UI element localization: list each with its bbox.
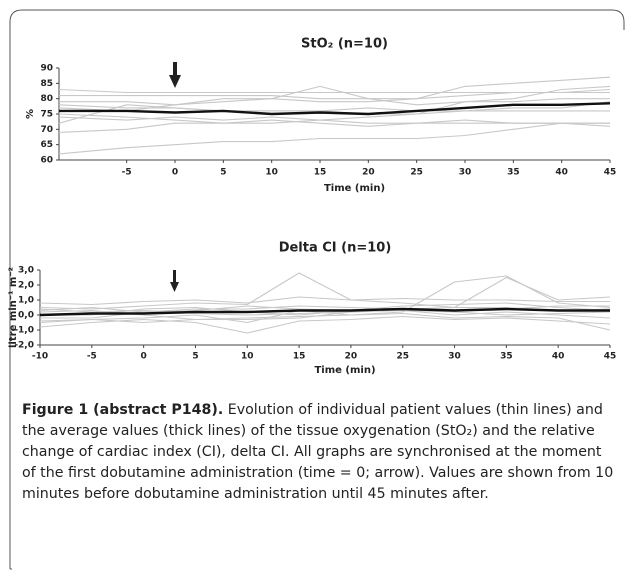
patient-line: [58, 119, 611, 133]
y-tick-label: 90: [40, 64, 53, 74]
x-tick-label: 10: [241, 352, 254, 362]
x-tick-label: 40: [555, 168, 568, 178]
y-axis-label: %: [25, 109, 36, 119]
patient-line: [39, 315, 611, 334]
x-tick-label: 10: [265, 168, 278, 178]
x-tick-label: 45: [604, 168, 617, 178]
chart-title: StO₂ (n=10): [301, 37, 388, 52]
y-tick-label: 1,0: [18, 296, 34, 306]
patient-line: [39, 272, 611, 310]
patient-line: [39, 308, 611, 316]
x-tick-label: -10: [32, 352, 48, 362]
x-tick-label: 35: [500, 352, 513, 362]
x-tick-label: 25: [410, 168, 423, 178]
y-tick-label: 3,0: [18, 266, 34, 276]
x-tick-label: 45: [604, 352, 617, 362]
patient-line: [59, 76, 611, 106]
x-axis-label: Time (min): [324, 183, 385, 194]
x-tick-label: 30: [459, 168, 472, 178]
patient-line: [58, 85, 611, 121]
patient-line: [58, 88, 610, 94]
y-tick-label: -2,0: [14, 341, 34, 351]
mean-line: [59, 102, 611, 116]
x-tick-label: 0: [141, 352, 147, 362]
frame: [9, 9, 625, 569]
x-tick-label: 30: [448, 352, 461, 362]
x-tick-label: 40: [552, 352, 565, 362]
x-tick-label: 25: [396, 352, 409, 362]
patient-line: [39, 296, 610, 306]
x-tick-label: 20: [345, 352, 358, 362]
patient-line: [59, 88, 611, 100]
arrow: [169, 62, 181, 88]
caption: Figure 1 (abstract P148). Evolution of i…: [22, 400, 618, 505]
y-tick-label: 75: [40, 110, 53, 120]
chart-title: Delta CI (n=10): [279, 241, 392, 256]
y-tick-label: 2,0: [18, 281, 34, 291]
y-axis-label: litre min⁻¹ m⁻²: [8, 267, 19, 348]
x-tick-label: 5: [192, 352, 198, 362]
arrow: [170, 270, 179, 292]
x-tick-label: 15: [314, 168, 327, 178]
x-axis-label: Time (min): [314, 365, 375, 376]
x-tick-label: 35: [507, 168, 520, 178]
y-tick-label: 70: [40, 125, 53, 135]
y-tick-label: -1,0: [14, 326, 34, 336]
patient-line: [58, 122, 610, 155]
x-tick-label: 20: [362, 168, 375, 178]
y-tick-label: 65: [40, 140, 53, 150]
x-tick-label: 0: [172, 168, 178, 178]
x-tick-label: 5: [220, 168, 226, 178]
x-tick-label: -5: [87, 352, 97, 362]
mean-line: [39, 307, 610, 317]
y-tick-label: 80: [40, 94, 53, 104]
patient-line: [58, 113, 610, 124]
y-tick-label: 85: [40, 79, 53, 89]
caption-text: Evolution of individual patient values (…: [22, 402, 614, 502]
caption-label: Figure 1 (abstract P148).: [22, 402, 224, 418]
patient-line: [39, 312, 611, 331]
y-tick-label: 60: [40, 156, 53, 166]
x-tick-label: -5: [122, 168, 132, 178]
y-tick-label: 0,0: [18, 311, 34, 321]
x-tick-label: 15: [293, 352, 306, 362]
